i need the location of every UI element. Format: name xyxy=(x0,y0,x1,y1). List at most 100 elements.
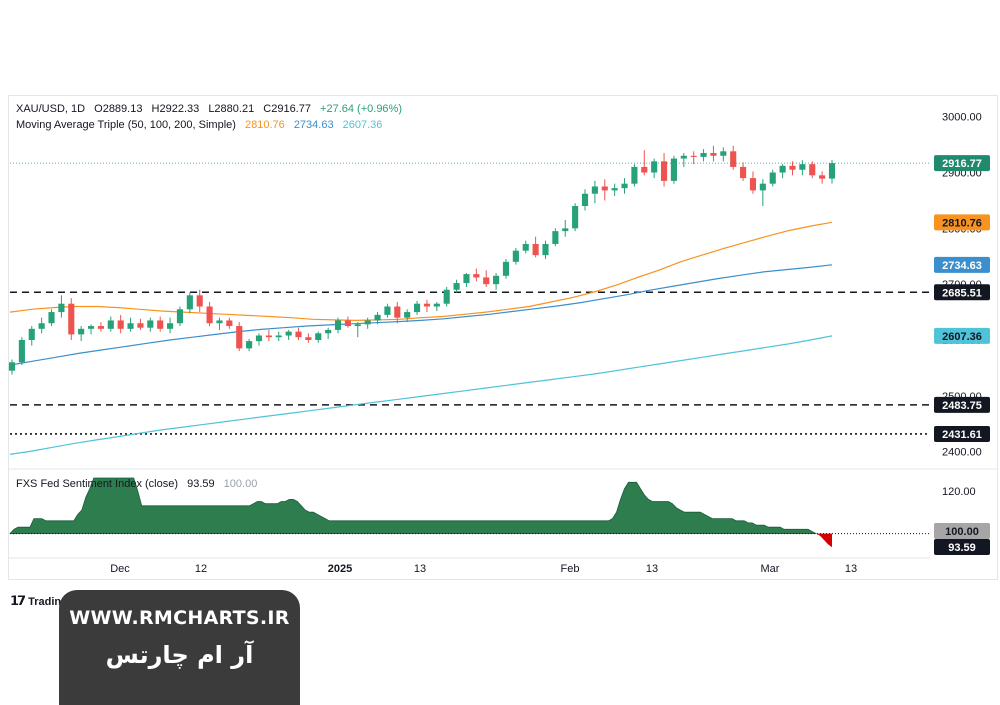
candle-body xyxy=(87,326,95,329)
candle-body xyxy=(157,320,164,329)
candle-body xyxy=(48,312,55,324)
candle-body xyxy=(28,328,35,340)
candle-body xyxy=(641,166,648,173)
candle-body xyxy=(740,166,747,179)
price-badge xyxy=(934,214,990,231)
legend-close: C2916.77 xyxy=(263,103,311,115)
sentiment-negative-area xyxy=(816,533,832,548)
candle-body xyxy=(295,331,302,338)
candle-body xyxy=(720,151,727,156)
candle-body xyxy=(216,320,223,324)
candle-body xyxy=(305,337,312,340)
candle-body xyxy=(255,335,263,342)
price-badge xyxy=(934,284,990,301)
candle-body xyxy=(473,274,480,278)
price-badge-label: 2607.36 xyxy=(942,331,982,343)
candle-body xyxy=(680,155,687,159)
candle-body xyxy=(236,326,243,349)
candle-body xyxy=(453,283,460,290)
candle-body xyxy=(542,243,549,256)
x-axis-label: 13 xyxy=(414,563,426,575)
candle-body xyxy=(710,152,717,156)
candle-body xyxy=(374,314,381,321)
candle-body xyxy=(423,303,431,307)
candle-body xyxy=(18,339,25,363)
candle-body xyxy=(562,228,569,232)
legend-high: H2922.33 xyxy=(151,103,200,115)
candle-body xyxy=(572,206,579,229)
price-badge xyxy=(934,327,990,344)
candle-body xyxy=(502,261,510,276)
candle-body xyxy=(611,188,618,191)
watermark-url: WWW.RMCHARTS.IR xyxy=(69,607,290,629)
watermark-persian: آر ام چارتس xyxy=(105,641,254,669)
candle-body xyxy=(107,320,114,329)
candle-body xyxy=(315,333,322,340)
candle-body xyxy=(78,328,85,335)
price-badge xyxy=(934,256,990,273)
candle-body xyxy=(512,250,519,262)
candle-body xyxy=(127,323,134,329)
legend-indicator-title: FXS Fed Sentiment Index (close) xyxy=(16,478,179,490)
indicator-badge-label: 93.59 xyxy=(948,542,976,554)
candle-body xyxy=(413,303,421,313)
candle-body xyxy=(522,243,529,251)
legend-ma-title: Moving Average Triple (50, 100, 200, Sim… xyxy=(16,119,236,131)
legend-symbol: XAU/USD, 1D xyxy=(16,103,86,115)
symbol-legend: XAU/USD, 1D O2889.13 H2922.33 L2880.21 C… xyxy=(16,103,408,115)
candle-body xyxy=(394,306,401,318)
candle-body xyxy=(384,306,391,315)
indicator-badge xyxy=(934,523,990,539)
candle-body xyxy=(246,341,253,349)
indicator-tick-label: 120.00 xyxy=(942,486,976,498)
legend-low: L2880.21 xyxy=(208,103,255,115)
candle-body xyxy=(404,312,411,318)
legend-open: O2889.13 xyxy=(94,103,143,115)
candle-body xyxy=(226,320,233,327)
candle-body xyxy=(700,152,707,157)
candle-body xyxy=(493,275,500,285)
candle-body xyxy=(8,362,16,371)
sentiment-positive-area xyxy=(9,477,817,535)
candle-body xyxy=(532,243,539,256)
candle-body xyxy=(660,161,668,181)
candle-body xyxy=(443,289,450,304)
candle-body xyxy=(779,165,786,173)
candle-body xyxy=(265,335,272,338)
price-badge-label: 2483.75 xyxy=(942,400,982,412)
candle-body xyxy=(789,165,796,170)
candle-body xyxy=(58,303,65,313)
candle-body xyxy=(364,320,371,325)
candle-body xyxy=(483,277,490,285)
indicator-badge-label: 100.00 xyxy=(945,526,979,538)
moving-average-line xyxy=(9,335,833,455)
price-badge-label: 2685.51 xyxy=(942,287,982,299)
candle-body xyxy=(117,320,124,329)
candle-body xyxy=(591,186,598,194)
candle-body xyxy=(809,164,816,176)
candle-body xyxy=(97,326,104,329)
legend-ma200: 2607.36 xyxy=(342,119,383,131)
legend-ma50: 2810.76 xyxy=(244,119,285,131)
indicator-legend: FXS Fed Sentiment Index (close) 93.59 10… xyxy=(16,478,263,490)
legend-ma100: 2734.63 xyxy=(293,119,334,131)
candle-body xyxy=(433,303,440,307)
candle-body xyxy=(176,309,184,324)
candle-body xyxy=(581,193,589,207)
candle-body xyxy=(819,175,826,179)
candle-body xyxy=(285,331,292,336)
candle-body xyxy=(690,155,697,157)
candle-body xyxy=(769,172,776,184)
price-badge xyxy=(934,155,990,172)
candle-body xyxy=(275,335,282,338)
x-axis-label: 13 xyxy=(646,563,658,575)
x-axis-label: Feb xyxy=(561,563,580,575)
x-axis-label: Dec xyxy=(110,563,130,575)
moving-average-line xyxy=(9,264,833,366)
candle-body xyxy=(196,295,203,307)
price-badge-label: 2810.76 xyxy=(942,217,982,229)
legend-change: +27.64 (+0.96%) xyxy=(320,103,402,115)
ma-legend: Moving Average Triple (50, 100, 200, Sim… xyxy=(16,119,388,131)
price-tick-label: 2400.00 xyxy=(942,447,982,459)
